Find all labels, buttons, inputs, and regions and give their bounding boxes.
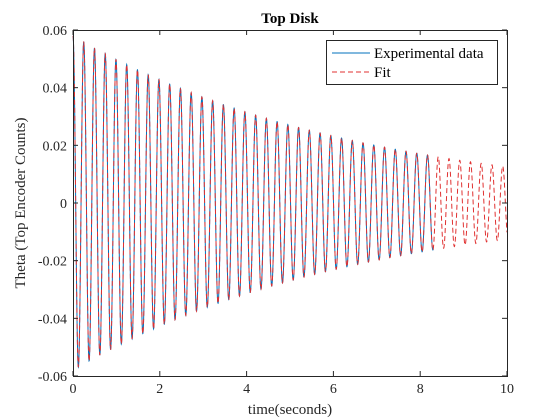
ticks-layer: 0 2 4 6 8 10 -0.06 -0.04 -0.02 0 0.02 0.04 0.06 [38, 24, 514, 397]
x-tick-label: 6 [330, 382, 337, 397]
y-tick-label: -0.04 [38, 312, 67, 327]
legend: Experimental data Fit [326, 40, 498, 85]
y-tick-label: 0.06 [43, 24, 68, 39]
y-tick-label: 0.02 [43, 139, 68, 154]
x-tick-label: 8 [417, 382, 424, 397]
legend-label-fit: Fit [374, 65, 392, 81]
y-tick-label: -0.02 [38, 255, 67, 270]
x-axis-label: time(seconds) [248, 402, 332, 418]
y-tick-label: 0 [60, 197, 67, 212]
x-tick-label: 2 [156, 382, 163, 397]
y-axis-label: Theta (Top Encoder Counts) [13, 118, 29, 289]
chart-title: Top Disk [261, 11, 319, 27]
x-tick-label: 10 [500, 382, 514, 397]
x-tick-label: 4 [243, 382, 250, 397]
x-tick-label: 0 [70, 382, 77, 397]
series-line-fit [72, 35, 508, 368]
series-layer [72, 35, 508, 369]
y-tick-label: -0.06 [38, 370, 67, 385]
legend-box [326, 40, 498, 85]
y-tick-label: 0.04 [43, 82, 68, 97]
legend-label-experimental-data: Experimental data [374, 46, 484, 62]
